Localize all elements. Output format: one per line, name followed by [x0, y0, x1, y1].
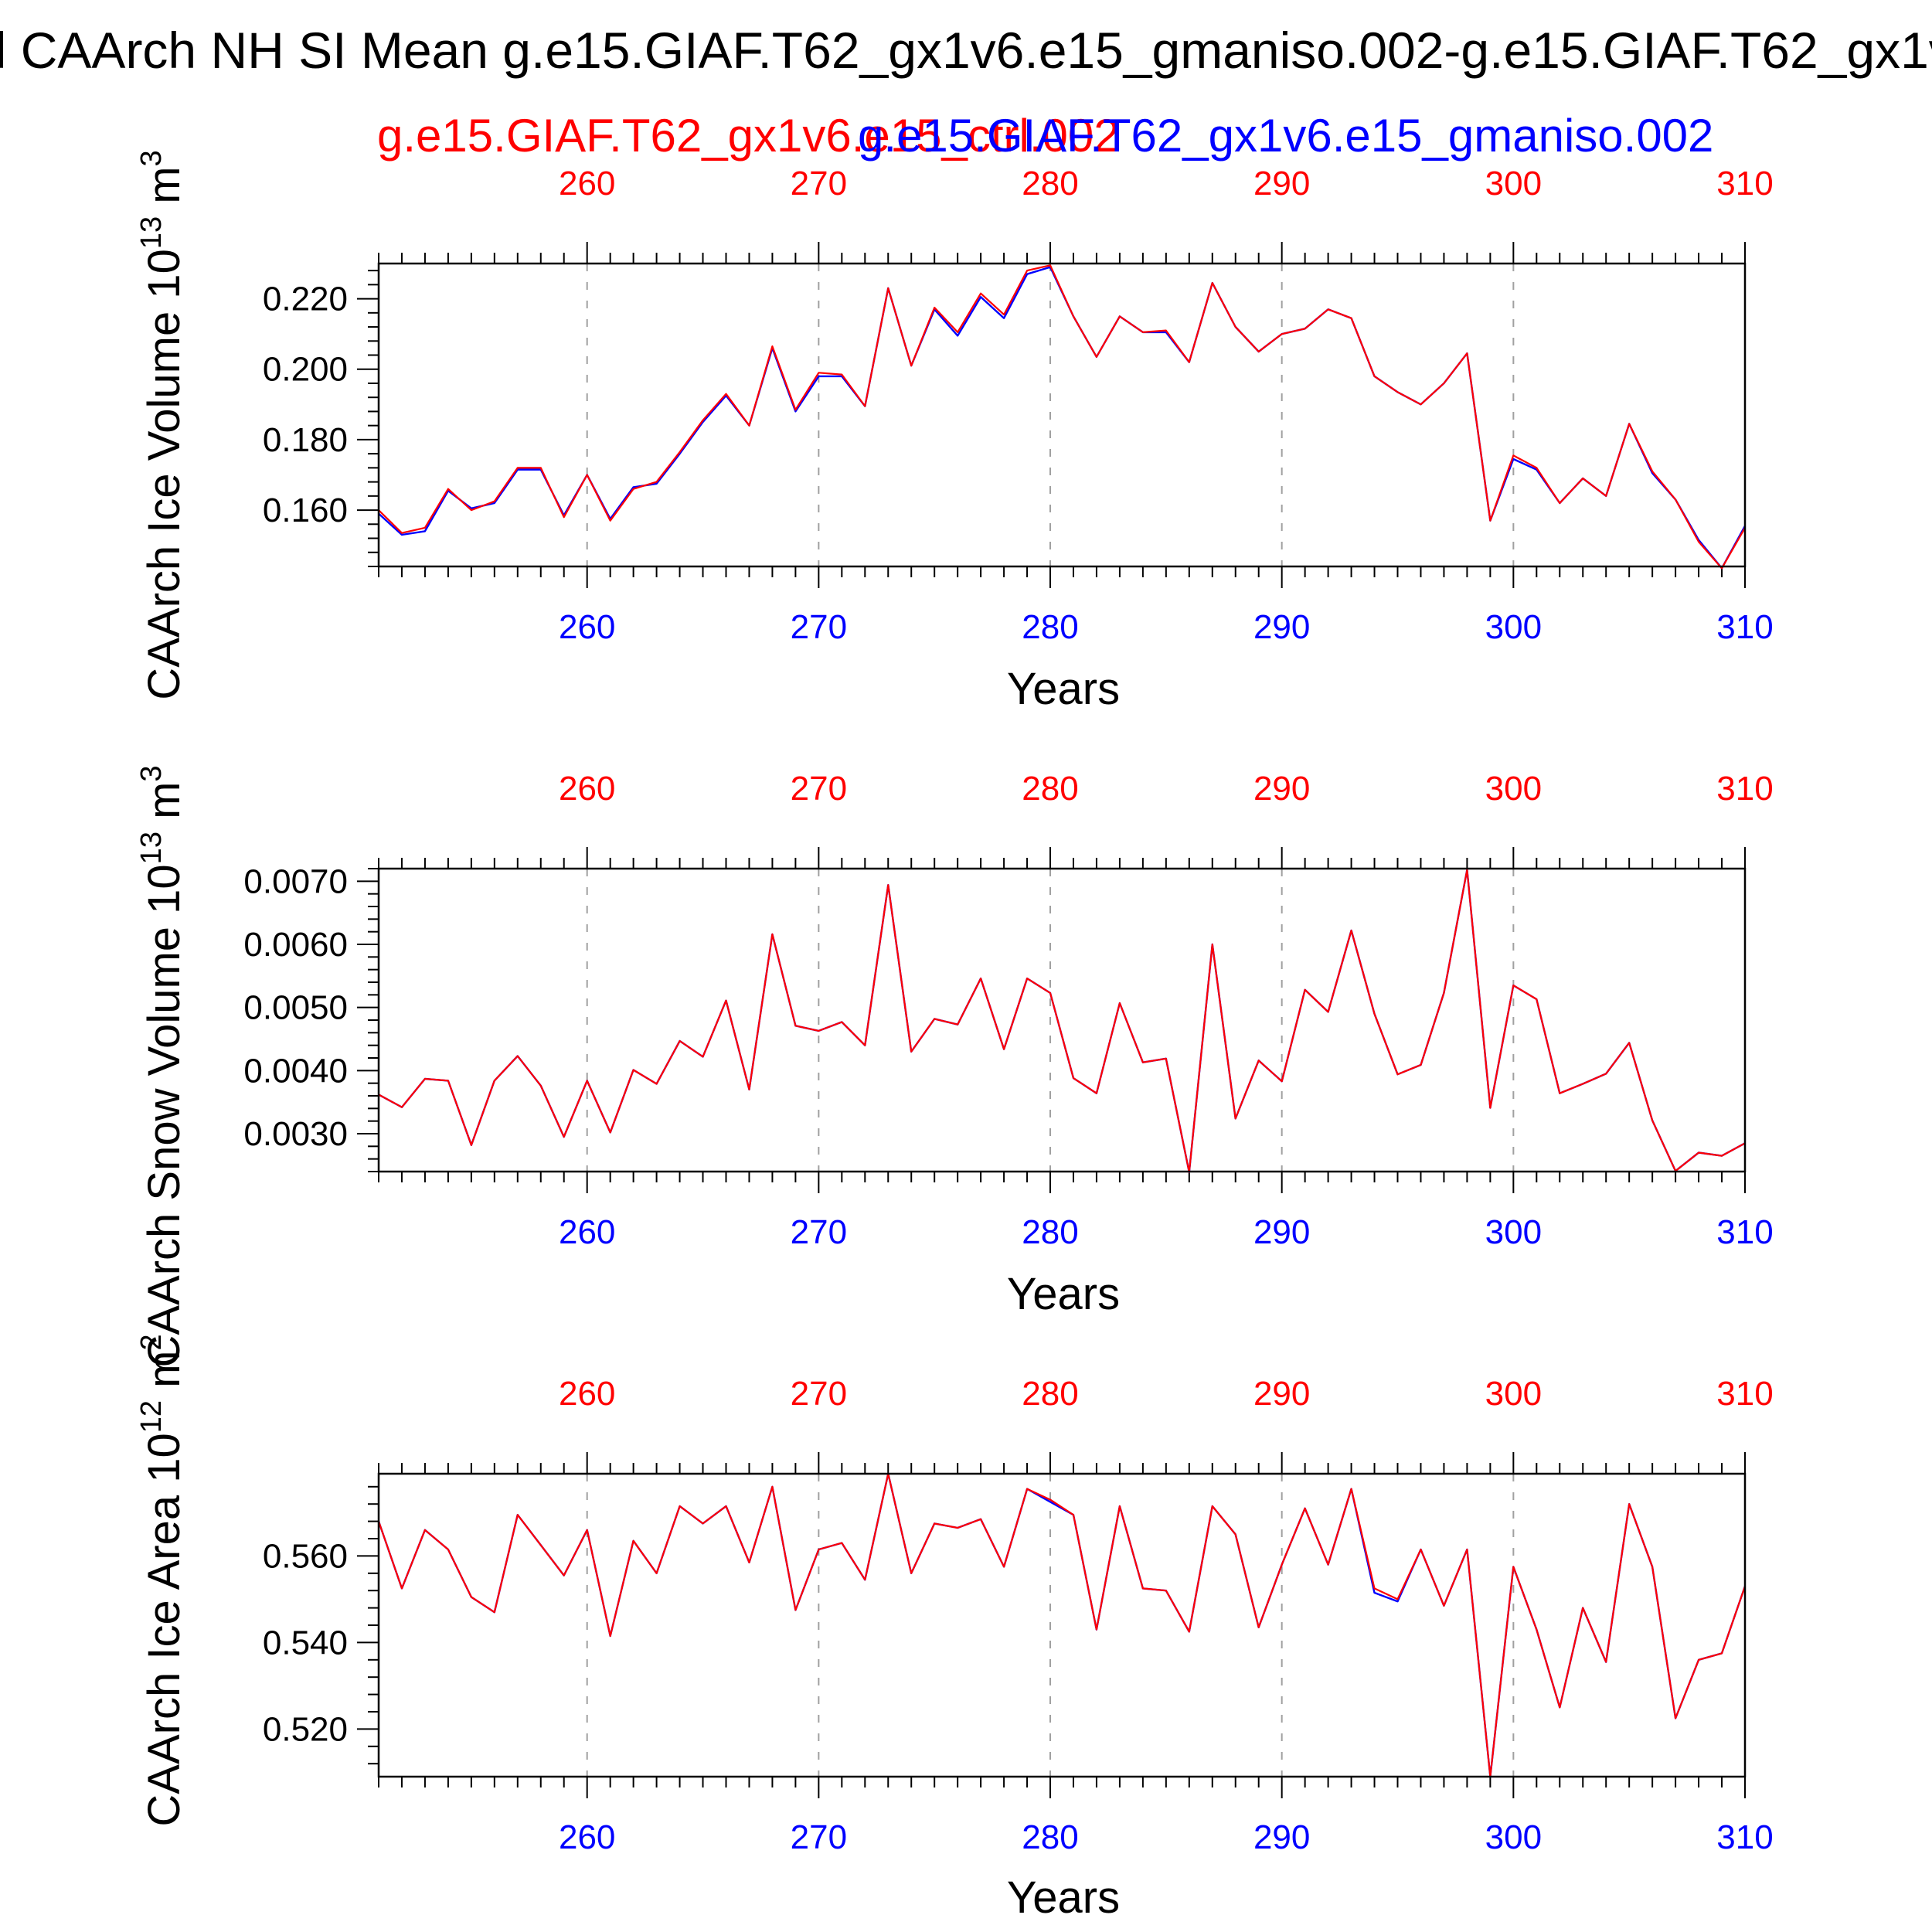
plot-frame	[377, 262, 1747, 568]
x-tick-label-top: 290	[1253, 770, 1310, 808]
y-tick-label: 0.0040	[243, 1052, 348, 1090]
series-line-ctrl	[377, 1472, 1747, 1778]
panel-3: 0.520 0.540 0.560 260 260 270 270 280 280 290 290 3…	[135, 1334, 1774, 1923]
y-tick-label: 0.0050	[243, 989, 348, 1027]
x-tick-label-bottom: 290	[1253, 1818, 1310, 1856]
x-tick-label-top: 310	[1716, 770, 1773, 808]
y-tick-label: 0.0060	[243, 926, 348, 964]
y-tick-label: 0.220	[263, 281, 348, 318]
y-tick-label: 0.200	[263, 351, 348, 389]
y-tick-label: 0.180	[263, 421, 348, 459]
x-tick-label-top: 310	[1716, 165, 1773, 202]
x-tick-label-top: 300	[1485, 1375, 1542, 1413]
panel-2: 0.0030 0.0040 0.0050 0.0060 0.0070 260 260 270 2…	[135, 765, 1774, 1367]
series-line-gmaniso	[378, 869, 1746, 1174]
x-tick-label-bottom: 300	[1485, 1213, 1542, 1251]
series-line-gmaniso	[377, 1472, 1747, 1778]
x-tick-label-bottom: 280	[1022, 608, 1078, 646]
legend-case1: g.e15.GIAF.T62_gx1v6.e15_ctrl.002	[377, 110, 1120, 162]
x-tick-label-bottom: 310	[1716, 1213, 1773, 1251]
x-tick-label-bottom: 270	[791, 1818, 847, 1856]
y-axis-label: CAArch Snow Volume 1013 m3	[135, 765, 189, 1367]
x-tick-label-top: 260	[559, 770, 615, 808]
x-tick-label-top: 290	[1253, 165, 1310, 202]
x-tick-label-top: 310	[1716, 1375, 1773, 1413]
x-tick-label-bottom: 290	[1253, 1213, 1310, 1251]
x-tick-label-top: 270	[791, 1375, 847, 1413]
x-axis-label: Years	[1007, 664, 1120, 714]
x-tick-label-top: 300	[1485, 770, 1542, 808]
x-tick-label-top: 300	[1485, 165, 1542, 202]
x-axis-label: Years	[1007, 1269, 1120, 1319]
plot-frame	[377, 867, 1747, 1173]
x-tick-label-bottom: 310	[1716, 608, 1773, 646]
x-tick-label-top: 280	[1022, 165, 1078, 202]
x-tick-label-top: 280	[1022, 1375, 1078, 1413]
y-tick-label: 0.520	[263, 1710, 348, 1748]
x-tick-label-bottom: 290	[1253, 608, 1310, 646]
x-tick-label-top: 260	[559, 1375, 615, 1413]
y-tick-label: 0.0030	[243, 1115, 348, 1153]
panel-1: 0.160 0.180 0.200 0.220 260 260 270 270 280 280 29…	[135, 150, 1774, 714]
x-tick-label-bottom: 270	[791, 1213, 847, 1251]
y-tick-label: 0.540	[263, 1624, 348, 1662]
chart-title: Annual CAArch NH SI Mean g.e15.GIAF.T62_…	[0, 22, 1932, 79]
x-tick-label-top: 260	[559, 165, 615, 202]
plot-frame	[377, 1472, 1747, 1778]
y-axis-label: CAArch Ice Volume 1013 m3	[135, 150, 189, 699]
x-tick-label-bottom: 270	[791, 608, 847, 646]
series-line-ctrl	[378, 264, 1746, 570]
x-tick-label-bottom: 300	[1485, 1818, 1542, 1856]
x-tick-label-top: 280	[1022, 770, 1078, 808]
x-tick-label-bottom: 260	[559, 1213, 615, 1251]
x-tick-label-bottom: 260	[559, 1818, 615, 1856]
x-axis-label: Years	[1007, 1872, 1120, 1923]
x-tick-label-top: 270	[791, 165, 847, 202]
x-tick-label-bottom: 300	[1485, 608, 1542, 646]
legend-case2: g.e15.GIAF.T62_gx1v6.e15_gmaniso.002	[858, 110, 1713, 162]
y-tick-label: 0.560	[263, 1537, 348, 1575]
x-tick-label-bottom: 280	[1022, 1818, 1078, 1856]
y-tick-label: 0.0070	[243, 862, 348, 900]
y-axis-label: CAArch Ice Area 1012 m2	[135, 1334, 189, 1826]
y-tick-label: 0.160	[263, 492, 348, 529]
chart-panels: 0.160 0.180 0.200 0.220 260 260 270 270 280 280 29…	[135, 150, 1774, 1923]
series-line-gmaniso	[378, 266, 1747, 570]
series-line-ctrl	[378, 869, 1746, 1173]
x-tick-label-bottom: 260	[559, 608, 615, 646]
x-tick-label-bottom: 310	[1716, 1818, 1773, 1856]
x-tick-label-top: 290	[1253, 1375, 1310, 1413]
x-tick-label-bottom: 280	[1022, 1213, 1078, 1251]
x-tick-label-top: 270	[791, 770, 847, 808]
